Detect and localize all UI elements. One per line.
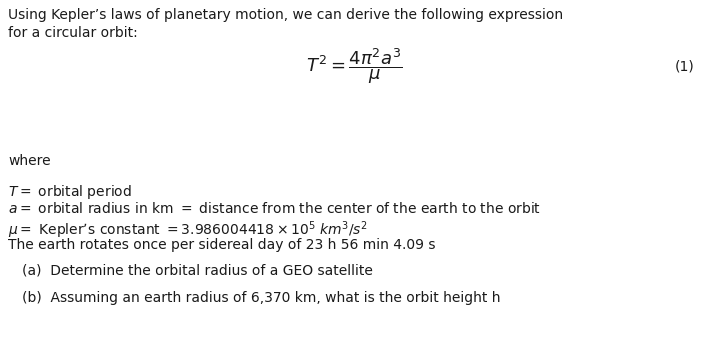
Text: $a=$ orbital radius in km $=$ distance from the center of the earth to the orbit: $a=$ orbital radius in km $=$ distance f… [8,201,541,216]
Text: $T=$ orbital period: $T=$ orbital period [8,183,132,201]
Text: (b)  Assuming an earth radius of 6,370 km, what is the orbit height h: (b) Assuming an earth radius of 6,370 km… [22,291,501,305]
Text: (1): (1) [675,59,695,73]
Text: The earth rotates once per sidereal day of 23 h 56 min 4.09 s: The earth rotates once per sidereal day … [8,238,435,252]
Text: $T^2 = \dfrac{4\pi^2 a^3}{\mu}$: $T^2 = \dfrac{4\pi^2 a^3}{\mu}$ [306,46,402,86]
Text: (a)  Determine the orbital radius of a GEO satellite: (a) Determine the orbital radius of a GE… [22,263,373,277]
Text: $\mu =$ Kepler’s constant $= 3.986004418 \times 10^5$ $\mathit{km}^3/s^2$: $\mu =$ Kepler’s constant $= 3.986004418… [8,219,368,240]
Text: Using Kepler’s laws of planetary motion, we can derive the following expression: Using Kepler’s laws of planetary motion,… [8,8,563,22]
Text: where: where [8,154,51,168]
Text: for a circular orbit:: for a circular orbit: [8,26,138,40]
